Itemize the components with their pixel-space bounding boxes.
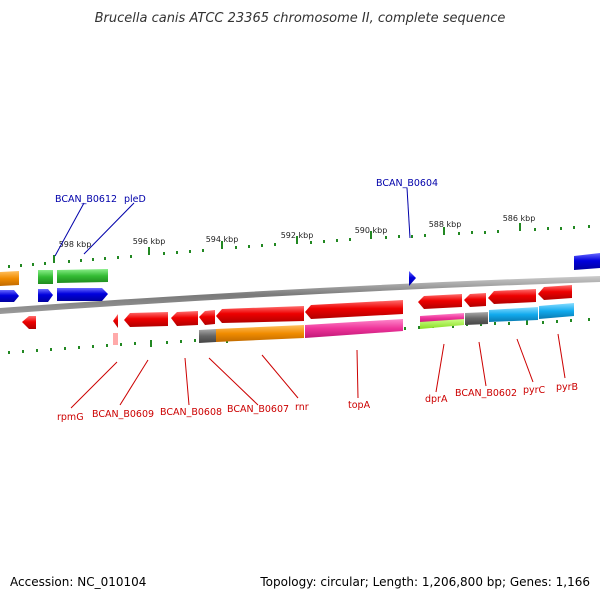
reverse-strand-genes [22, 285, 572, 329]
gene-arrow[interactable] [22, 316, 36, 329]
gene-arrow[interactable] [113, 314, 118, 328]
cog-band-upper [0, 269, 108, 286]
cog-block [420, 319, 464, 329]
gene-label-rnr[interactable]: rnr [295, 402, 309, 413]
cog-block [539, 303, 574, 319]
chromosome-backbone [0, 276, 600, 314]
scale-label-594: 594 kbp [206, 235, 239, 244]
gene-label-BCAN_B0608[interactable]: BCAN_B0608 [160, 407, 222, 418]
gene-label-topA[interactable]: topA [348, 400, 371, 411]
cog-block [489, 307, 538, 322]
cog-band-lower [113, 303, 574, 345]
cog-block [57, 269, 108, 283]
gene-arrow[interactable] [305, 300, 403, 319]
gene-label-BCAN_B0604[interactable]: BCAN_B0604 [376, 178, 438, 189]
gene-arrow[interactable] [418, 294, 462, 309]
gene-arrow[interactable] [538, 285, 572, 300]
cog-block [465, 312, 488, 325]
gene-arrow[interactable] [488, 289, 536, 304]
scale-label-598: 598 kbp [59, 240, 92, 249]
gene-arrow[interactable] [124, 312, 168, 327]
bottom-leader-lines [70, 333, 566, 409]
scale-label-592: 592 kbp [281, 231, 314, 240]
map-title: Brucella canis ATCC 23365 chromosome II,… [95, 11, 506, 26]
gene-arrow[interactable] [38, 289, 53, 302]
forward-strand-genes [0, 253, 600, 302]
gene-arrow[interactable] [216, 306, 304, 323]
upper-scale-track [8, 223, 590, 268]
gene-label-BCAN_B0609[interactable]: BCAN_B0609 [92, 409, 154, 420]
cog-block [305, 319, 403, 338]
gene-arrow[interactable] [574, 253, 600, 270]
gene-label-pleD[interactable]: pleD [124, 194, 146, 205]
top-leader-lines [54, 187, 411, 257]
gene-label-dprA[interactable]: dprA [425, 394, 448, 405]
scale-label-586: 586 kbp [503, 214, 536, 223]
gene-label-rpmG[interactable]: rpmG [57, 412, 84, 423]
gene-arrow[interactable] [464, 293, 486, 307]
scale-label-588: 588 kbp [429, 220, 462, 229]
gene-label-pyrC[interactable]: pyrC [523, 385, 546, 396]
cog-block [199, 329, 216, 343]
cog-block [0, 271, 19, 286]
gene-arrow[interactable] [199, 310, 215, 325]
cog-block [113, 333, 118, 345]
gene-arrow[interactable] [57, 288, 108, 301]
gene-label-BCAN_B0612[interactable]: BCAN_B0612 [55, 194, 117, 205]
gene-label-BCAN_B0602[interactable]: BCAN_B0602 [455, 388, 517, 399]
gene-arrow[interactable] [409, 271, 416, 286]
genome-summary-text: Topology: circular; Length: 1,206,800 bp… [259, 575, 590, 589]
accession-text: Accession: NC_010104 [10, 575, 146, 589]
gene-arrow[interactable] [171, 311, 198, 326]
cog-block [216, 325, 304, 342]
scale-label-590: 590 kbp [355, 226, 388, 235]
gene-label-pyrB[interactable]: pyrB [556, 382, 578, 393]
gene-arrow[interactable] [0, 290, 19, 302]
gene-label-BCAN_B0607[interactable]: BCAN_B0607 [227, 404, 289, 415]
scale-label-596: 596 kbp [133, 237, 166, 246]
cog-block [38, 270, 53, 284]
